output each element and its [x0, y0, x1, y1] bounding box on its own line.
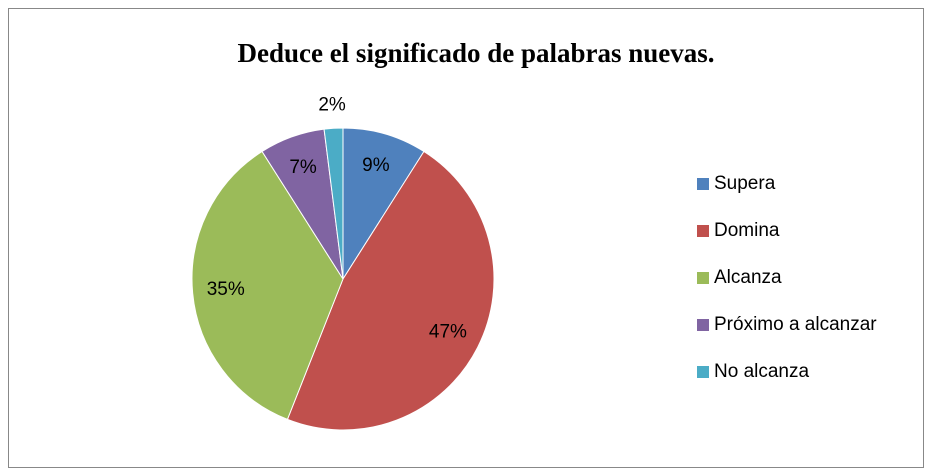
chart-title: Deduce el significado de palabras nuevas… [237, 38, 714, 68]
data-label: 47% [429, 321, 467, 342]
legend-label: Supera [714, 173, 776, 194]
legend-swatch [697, 272, 709, 284]
data-label: 2% [318, 95, 346, 116]
legend-swatch [697, 225, 709, 237]
pie-slice [323, 127, 344, 280]
pie-slice [191, 150, 344, 421]
pie-slice [342, 127, 425, 281]
pie-slice [286, 150, 495, 431]
legend-label: Próximo a alcanzar [714, 314, 877, 335]
legend-swatch [697, 178, 709, 190]
data-label: 35% [207, 279, 245, 300]
legend-label: No alcanza [714, 361, 809, 382]
legend-swatch [697, 366, 709, 378]
legend-swatch [697, 319, 709, 331]
data-label: 7% [289, 157, 317, 178]
data-label: 9% [362, 155, 390, 176]
legend-label: Domina [714, 220, 780, 241]
legend-label: Alcanza [714, 267, 782, 288]
